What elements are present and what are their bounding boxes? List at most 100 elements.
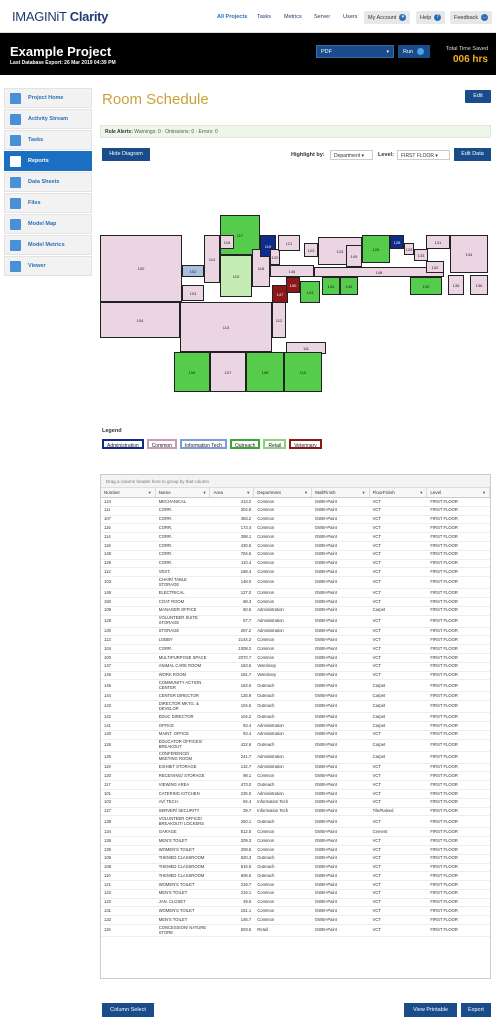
highlight-select[interactable]: Department ▾ [330, 150, 373, 160]
table-row[interactable]: 138 VOLUNTEER OFFICE/ BREAKOUT/ LOCKERS 25… [101, 816, 490, 829]
table-row[interactable]: 103 CHAIR/ TABLE STORAGE 148.0 Common GWB+Pa… [101, 577, 490, 590]
table-row[interactable]: 145 COMMUNITY ACTION CENTER 163.5 Outreach G… [101, 680, 490, 693]
room-107[interactable]: 107 [210, 352, 246, 392]
room-148[interactable]: 148 [314, 267, 444, 277]
table-row[interactable]: 106 THEMED CLASSROOM 620.3 Outreach GWB+Pain… [101, 855, 490, 864]
filter-icon[interactable]: ▼ [419, 490, 424, 495]
table-row[interactable]: 120 RECEIVING/ STORAGE 98.1 Common GWB+Paint… [101, 772, 490, 782]
table-row[interactable]: 123 MEN'S TOILET 215.1 Common GWB+Paint VCT FI… [101, 890, 490, 899]
room-149[interactable]: 149 [346, 245, 362, 267]
room-120[interactable]: 120 [270, 249, 280, 265]
room-134[interactable]: 134 [450, 235, 488, 273]
table-row[interactable]: 129 CORR. 110.4 Common GWB+Paint VCT FIRST FLO… [101, 560, 490, 569]
room-146[interactable]: 146 [270, 265, 314, 277]
column-header-level[interactable]: Level ▼ [427, 488, 490, 497]
room-129[interactable]: 129 [404, 243, 414, 255]
table-row[interactable]: 141 OFFICE 93.4 Administration GWB+Paint Carp… [101, 722, 490, 731]
column-header-department[interactable]: Department ▼ [254, 488, 312, 497]
table-row[interactable]: 109 MANAGER OFFICE 60.5 Administration GWB+P… [101, 607, 490, 616]
sidebar-item-reports[interactable]: Reports [4, 151, 92, 171]
column-header-name[interactable]: Name ▼ [156, 488, 211, 497]
room-121[interactable]: 121 [278, 235, 300, 251]
table-row[interactable]: 100 MULTIPURPOSE SPACE 2070.7 Common GWB+Pai… [101, 654, 490, 663]
room-147[interactable]: 147 [272, 285, 288, 303]
hide-diagram-button[interactable]: Hide Diagram [102, 148, 150, 161]
sidebar-item-activity-stream[interactable]: Activity Stream [4, 109, 92, 129]
export-button[interactable]: Export [461, 1003, 491, 1017]
table-row[interactable]: 121 WOMEN'S TOILET 219.7 Common GWB+Paint VCT… [101, 881, 490, 890]
column-header-floorfinish[interactable]: FloorFinish ▼ [370, 488, 428, 497]
column-select-button[interactable]: Column Select [102, 1003, 154, 1017]
table-row[interactable]: 143 DIRECTOR MKTG. & DEVELOP. 104.5 Outreac… [101, 701, 490, 714]
room-115[interactable]: 115 [220, 255, 252, 297]
sidebar-item-model-metrics[interactable]: Model Metrics [4, 235, 92, 255]
column-header-area[interactable]: Area ▼ [210, 488, 255, 497]
table-row[interactable]: 131 WOMEN'S TOILET 151.1 Common GWB+Paint VCT… [101, 907, 490, 917]
column-header-wallfinish[interactable]: WallFinish ▼ [312, 488, 370, 497]
nav-metrics[interactable]: Metrics [284, 14, 302, 20]
filter-icon[interactable]: ▼ [361, 490, 366, 495]
sidebar-item-files[interactable]: Files [4, 193, 92, 213]
filter-icon[interactable]: ▼ [482, 490, 486, 495]
room-126[interactable]: 126 [362, 235, 390, 263]
my-account-button[interactable]: My Account ▾ [364, 11, 411, 24]
edit-data-button[interactable]: Edit Data [454, 148, 491, 161]
room-110[interactable]: 110 [284, 352, 322, 392]
view-printable-button[interactable]: View Printable [404, 1003, 457, 1017]
table-row[interactable]: 125 CONFERENCE/ MEETING ROOM 241.7 Administ… [101, 752, 490, 764]
filter-icon[interactable]: ▼ [202, 490, 207, 495]
table-row[interactable]: 117 VIEWING AREA 473.0 Outreach GWB+Paint VCT… [101, 781, 490, 790]
filter-icon[interactable]: ▼ [303, 490, 308, 495]
table-row[interactable]: 122 JAN. CLOSET 49.5 Common GWB+Paint VCT FIRS… [101, 899, 490, 908]
room-135[interactable]: 135 [448, 275, 464, 295]
filter-icon[interactable]: ▼ [246, 490, 251, 495]
table-row[interactable]: 107 CORR. 383.2 Common GWB+Paint VCT FIRST FLO… [101, 516, 490, 525]
sidebar-item-model-map[interactable]: Model Map [4, 214, 92, 234]
room-132[interactable]: 132 [426, 261, 444, 273]
room-143[interactable]: 143 [300, 281, 320, 303]
nav-users[interactable]: Users [343, 14, 358, 20]
room-108[interactable]: 108 [246, 352, 284, 392]
feedback-button[interactable]: Feedback… [450, 11, 493, 24]
table-row[interactable]: 136 MEN'S TOILET 209.3 Common GWB+Paint VCT FI… [101, 837, 490, 846]
room-114[interactable]: 114 [204, 235, 220, 283]
logo[interactable]: IMAGINiT Clarity [12, 9, 108, 24]
nav-tasks[interactable]: Tasks [257, 14, 272, 20]
table-row[interactable]: 135 WOMEN'S TOILET 208.6 Common GWB+Paint VCT… [101, 846, 490, 855]
table-row[interactable]: 149 ELECTRICAL 127.0 Common GWB+Paint VCT FIRS… [101, 589, 490, 598]
room-144[interactable]: 144 [322, 277, 340, 295]
room-150[interactable]: 150 [286, 277, 300, 293]
table-row[interactable]: 104 CORR. 1008.2 Common GWB+Paint VCT FIRST FL… [101, 645, 490, 654]
table-row[interactable]: 119 EXHIBIT STORAGE 132.7 Administration GWB… [101, 764, 490, 773]
table-row[interactable]: 124 MECHANICAL 413.2 Common GWB+Paint VCT FIRS… [101, 498, 490, 507]
room-113[interactable]: 113 [180, 302, 272, 352]
filter-icon[interactable]: ▼ [147, 490, 152, 495]
table-row[interactable]: 150 COAT ROOM 68.3 Common GWB+Paint VCT FIRST … [101, 598, 490, 607]
table-row[interactable]: 101 CATERING KITCHEN 235.0 Administration GW… [101, 790, 490, 799]
table-row[interactable]: 140 MAINT. OFFICE 93.4 Administration GWB+Pa… [101, 731, 490, 740]
room-104[interactable]: 104 [100, 302, 180, 338]
room-131[interactable]: 131 [426, 235, 450, 249]
table-row[interactable]: 126 EDUCATOR OFFICES/ BREAKOUT 422.6 Outrea… [101, 740, 490, 752]
table-row[interactable]: 147 ANIMAL CARE ROOM 163.5 Veterinary GWB+Pa… [101, 663, 490, 672]
table-row[interactable]: 132 MEN'S TOILET 146.7 Common GWB+Paint VCT FI… [101, 916, 490, 926]
table-row[interactable]: 111 CORR. 304.8 Common GWB+Paint VCT FIRST FLO… [101, 507, 490, 516]
nav-server[interactable]: Server [314, 14, 331, 20]
table-row[interactable]: 116 CORR. 173.4 Common GWB+Paint VCT FIRST FLO… [101, 524, 490, 534]
table-row[interactable]: 118 CORR. 430.5 Common GWB+Paint VCT FIRST FLO… [101, 542, 490, 551]
table-row[interactable]: 130 STORAGE 287.2 Administration GWB+Paint VC… [101, 628, 490, 637]
room-133[interactable]: 133 [414, 249, 428, 261]
table-row[interactable]: 127 SERVER/ SECURITY 39.7 Information Tech G… [101, 808, 490, 817]
room-102[interactable]: 102 [182, 265, 204, 277]
table-row[interactable]: 115 CONCESSION/ NATURE STORE 503.5 Retail GW… [101, 925, 490, 938]
table-row[interactable]: 128 VOLUNTEER SUITE STORAGE 67.7 Administra… [101, 616, 490, 628]
format-select[interactable]: PDF ▾ [316, 45, 394, 58]
room-145[interactable]: 145 [340, 277, 358, 295]
table-row[interactable]: 146 WORK ROOM 161.7 Veterinary GWB+Paint VCT F… [101, 672, 490, 681]
table-row[interactable]: 134 GARAGE 512.5 Common GWB+Paint Cement FIRST… [101, 828, 490, 838]
room-128[interactable]: 128 [390, 235, 404, 249]
room-123[interactable]: 123 [304, 243, 318, 257]
table-row[interactable]: 142 EDUC DIRECTOR 104.2 Outreach GWB+Paint Ca… [101, 713, 490, 722]
edit-button[interactable]: Edit [465, 90, 491, 103]
nav-all-projects[interactable]: All Projects [217, 14, 248, 20]
